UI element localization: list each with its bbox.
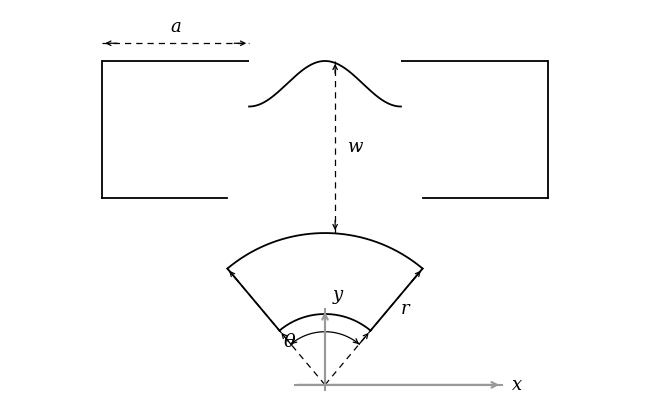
- Text: r: r: [401, 300, 410, 318]
- Text: θ: θ: [283, 333, 296, 352]
- Text: x: x: [512, 376, 523, 394]
- Text: a: a: [170, 18, 181, 36]
- Text: y: y: [333, 286, 343, 304]
- Text: w: w: [348, 138, 363, 156]
